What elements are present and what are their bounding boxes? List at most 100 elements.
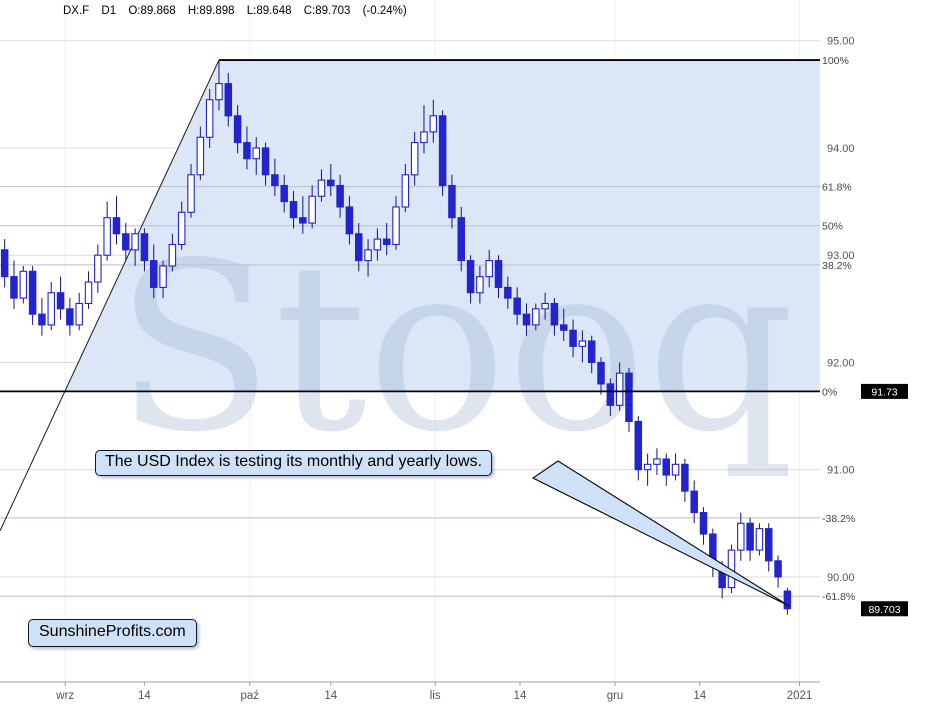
x-tick-label: wrz: [55, 690, 74, 702]
timeframe-label: D1: [101, 5, 117, 17]
x-tick-label: 14: [324, 690, 337, 702]
fib-label: 0%: [822, 386, 837, 398]
candle-body: [196, 136, 205, 176]
candle-body: [587, 340, 596, 363]
candle-body: [224, 83, 233, 117]
ohlc-header: DX.F D1 O:89.868 H:89.898 L:89.648 C:89.…: [63, 5, 416, 17]
price-tick-label: 90.00: [827, 572, 855, 584]
low-value: L:89.648: [246, 5, 292, 17]
candle-body: [662, 458, 670, 476]
candle-body: [66, 308, 74, 326]
candle-body: [205, 99, 214, 138]
candle-body: [84, 281, 93, 305]
branding-label: SunshineProfits.com: [39, 623, 186, 640]
open-value: O:89.868: [128, 5, 176, 17]
high-value: H:89.898: [187, 5, 235, 17]
x-tick-label: 2021: [787, 690, 813, 702]
candle-body: [541, 302, 549, 310]
fib-label: 61.8%: [822, 182, 852, 194]
candle-body: [513, 297, 521, 315]
candle-body: [56, 292, 65, 310]
candle-body: [177, 211, 186, 246]
candle-body: [671, 463, 680, 476]
candle-body: [289, 201, 298, 219]
candle-body: [243, 142, 251, 160]
price-marker: [861, 383, 908, 399]
candle-body: [280, 184, 288, 203]
candle-body: [392, 206, 400, 246]
price-tick-label: 92.00: [827, 357, 855, 369]
candle-body: [653, 458, 661, 465]
candle-body: [774, 560, 782, 578]
candle-body: [140, 233, 149, 262]
candle-body: [215, 83, 223, 101]
rising-trendline: [0, 59, 220, 532]
candle-body: [112, 217, 121, 235]
x-tick-label: lis: [430, 690, 441, 702]
candle-body: [373, 238, 382, 251]
candle-body: [364, 249, 372, 262]
price-marker-label: 89.703: [868, 604, 900, 616]
x-tick-label: 14: [138, 690, 151, 702]
fib-label: -38.2%: [822, 513, 855, 525]
fib-label: -61.8%: [822, 591, 855, 603]
close-value: C:89.703: [303, 5, 351, 17]
candles-layer: [0, 60, 792, 615]
candle-body: [28, 270, 37, 315]
candle-body: [783, 590, 792, 610]
candle-body: [699, 512, 708, 535]
x-tick-label: gru: [607, 690, 624, 702]
x-tick-label: paź: [240, 690, 259, 702]
candle-body: [764, 528, 773, 562]
price-tick-label: 95.00: [827, 36, 855, 48]
candle-body: [522, 313, 531, 326]
candle-body: [10, 276, 18, 299]
price-tick-label: 93.00: [827, 250, 855, 262]
candle-body: [252, 147, 261, 160]
candle-body: [327, 179, 335, 187]
change-value: (-0.24%): [362, 5, 407, 17]
price-tick-label: 91.00: [827, 465, 855, 477]
annotation-text: The USD Index is testing its monthly and…: [105, 453, 483, 470]
candle-body: [643, 463, 652, 471]
candle-body: [299, 217, 307, 224]
candle-body: [410, 142, 419, 176]
candle-body: [476, 276, 484, 294]
candle-body: [75, 302, 83, 326]
candle-body: [168, 243, 177, 267]
fib-label: 38.2%: [822, 260, 852, 272]
candle-body: [504, 286, 512, 299]
price-marker: [861, 601, 908, 617]
candle-body: [150, 260, 158, 288]
candle-body: [131, 233, 139, 251]
candle-body: [681, 463, 689, 492]
candle-body: [737, 522, 745, 551]
symbol-label: DX.F: [63, 5, 90, 17]
candle-body: [308, 195, 316, 224]
candle-body: [559, 324, 568, 331]
x-tick-label: 14: [693, 690, 706, 702]
stooq-watermark: Stooq: [115, 213, 795, 483]
candle-body: [755, 528, 764, 551]
annotation-box: The USD Index is testing its monthly and…: [95, 450, 493, 476]
candle-body: [38, 313, 46, 326]
fib-label: 100%: [822, 55, 849, 67]
candle-body: [187, 174, 195, 213]
candle-body: [317, 179, 326, 197]
branding-box: SunshineProfits.com: [28, 619, 197, 647]
candle-body: [615, 372, 624, 406]
candle-body: [690, 490, 698, 514]
candle-body: [261, 147, 270, 176]
candle-body: [382, 238, 391, 246]
callout-pointer: [531, 460, 790, 607]
candle-body: [438, 115, 447, 187]
candle-body: [569, 329, 577, 347]
candle-body: [606, 383, 615, 406]
price-marker-label: 91.73: [871, 386, 897, 398]
candle-body: [271, 174, 279, 187]
candle-body: [122, 233, 130, 251]
candle-body: [103, 217, 111, 256]
candle-body: [429, 115, 438, 133]
